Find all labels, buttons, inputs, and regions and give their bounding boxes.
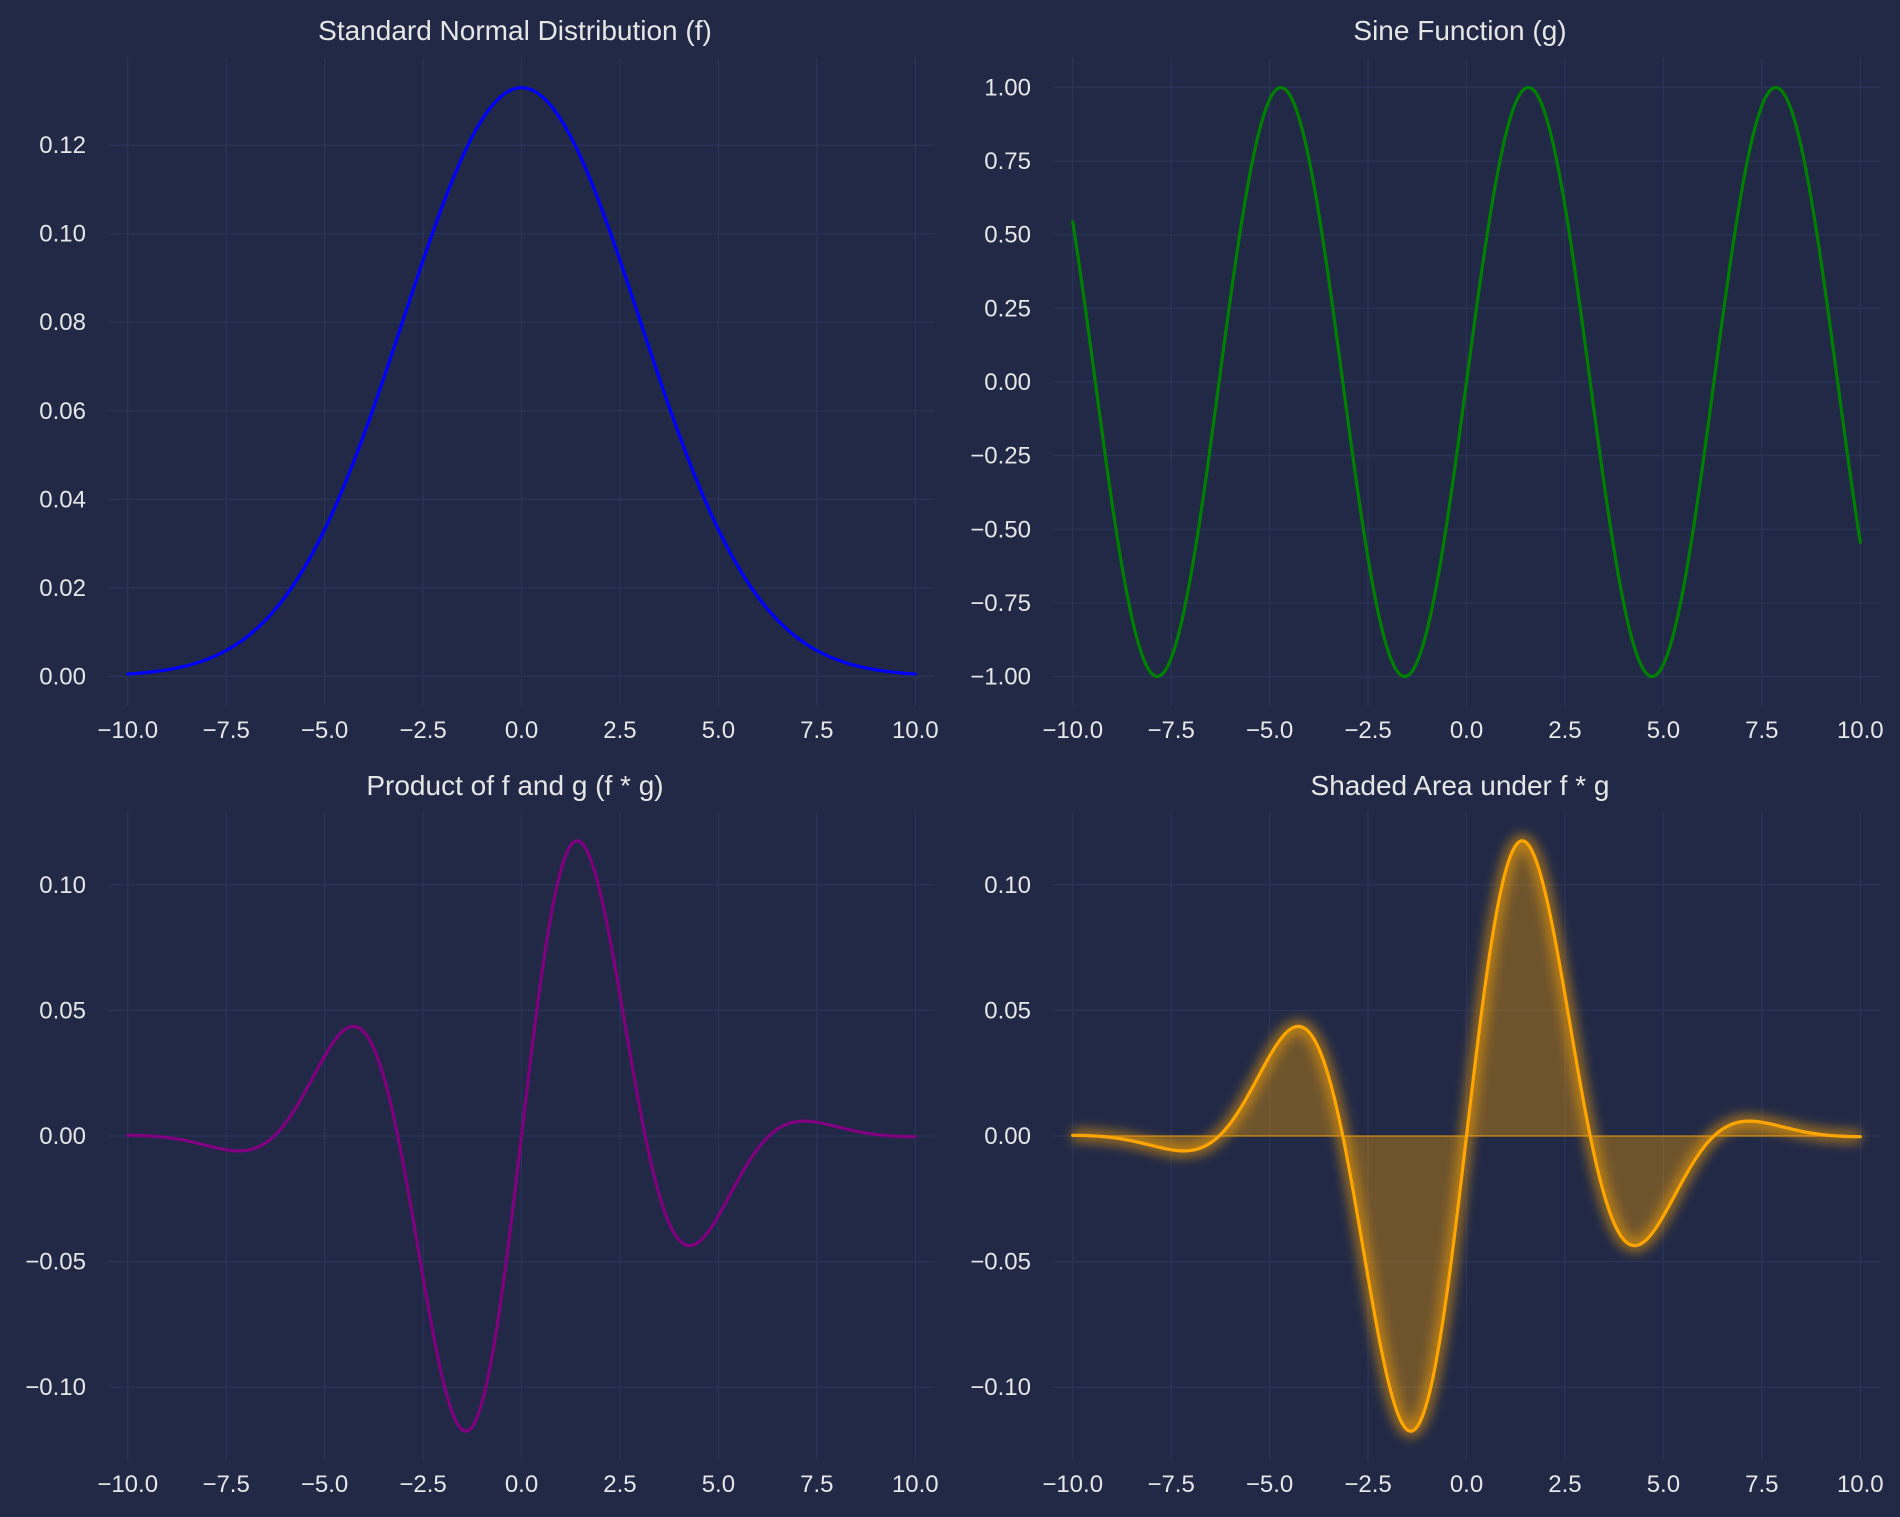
x-tick-label: 5.0 xyxy=(1647,717,1680,744)
chart-title: Standard Normal Distribution (f) xyxy=(318,15,712,46)
x-tick-label: −5.0 xyxy=(1246,1471,1293,1498)
y-tick-label: 0.08 xyxy=(39,309,86,336)
x-tick-label: −2.5 xyxy=(399,1471,446,1498)
y-tick-label: 0.75 xyxy=(984,148,1031,175)
x-tick-label: 2.5 xyxy=(1548,717,1581,744)
x-tick-label: 7.5 xyxy=(800,717,833,744)
x-tick-label: 0.0 xyxy=(1450,717,1483,744)
x-tick-label: −5.0 xyxy=(301,717,348,744)
x-tick-label: 5.0 xyxy=(702,1471,735,1498)
x-tick-label: 2.5 xyxy=(603,1471,636,1498)
y-tick-label: 0.00 xyxy=(984,1123,1031,1150)
y-tick-label: 0.25 xyxy=(984,295,1031,322)
chart-shaded: Shaded Area under f * g −10.0 −7.5 −5.0 −2.… xyxy=(970,770,1883,1498)
x-tick-label: 0.0 xyxy=(505,1471,538,1498)
series-line xyxy=(1071,85,1862,679)
y-tick-label: −0.25 xyxy=(970,443,1031,470)
x-tick-label: 10.0 xyxy=(892,717,939,744)
y-tick-label: 0.00 xyxy=(39,663,86,690)
x-tick-label: −10.0 xyxy=(1042,717,1103,744)
x-tick-label: −10.0 xyxy=(97,1471,158,1498)
x-tick-label: −5.0 xyxy=(301,1471,348,1498)
y-tick-label: 0.10 xyxy=(39,221,86,248)
y-tick-label: 1.00 xyxy=(984,74,1031,101)
x-tick-label: −7.5 xyxy=(1147,717,1194,744)
y-tick-label: 0.00 xyxy=(984,369,1031,396)
x-tick-label: 5.0 xyxy=(1647,1471,1680,1498)
x-tick-label: −7.5 xyxy=(202,717,249,744)
series-line xyxy=(126,86,917,676)
x-tick-label: −2.5 xyxy=(1344,717,1391,744)
y-tick-label: 0.06 xyxy=(39,398,86,425)
y-tick-label: 0.04 xyxy=(39,486,86,513)
x-tick-label: 2.5 xyxy=(1548,1471,1581,1498)
x-tick-label: 10.0 xyxy=(1837,1471,1884,1498)
y-tick-label: −0.50 xyxy=(970,516,1031,543)
x-tick-label: −7.5 xyxy=(202,1471,249,1498)
x-tick-label: 7.5 xyxy=(800,1471,833,1498)
chart-title: Product of f and g (f * g) xyxy=(366,770,663,801)
x-tick-label: −2.5 xyxy=(1344,1471,1391,1498)
chart-title: Shaded Area under f * g xyxy=(1311,770,1610,801)
y-tick-label: −0.75 xyxy=(970,590,1031,617)
x-tick-label: 2.5 xyxy=(603,717,636,744)
x-tick-label: 0.0 xyxy=(505,717,538,744)
y-tick-label: −0.10 xyxy=(25,1374,86,1401)
x-tick-label: −7.5 xyxy=(1147,1471,1194,1498)
x-tick-label: −2.5 xyxy=(399,717,446,744)
y-tick-label: 0.10 xyxy=(984,872,1031,899)
y-tick-label: 0.10 xyxy=(39,872,86,899)
y-tick-label: 0.05 xyxy=(39,997,86,1024)
y-tick-label: 0.00 xyxy=(39,1123,86,1150)
y-tick-label: −0.05 xyxy=(25,1249,86,1276)
y-tick-label: 0.05 xyxy=(984,997,1031,1024)
x-tick-label: 7.5 xyxy=(1745,717,1778,744)
y-tick-label: −0.10 xyxy=(970,1374,1031,1401)
x-tick-label: −10.0 xyxy=(97,717,158,744)
chart-title: Sine Function (g) xyxy=(1353,15,1566,46)
x-tick-label: 5.0 xyxy=(702,717,735,744)
chart-sine: Sine Function (g) −10.0 −7.5 −5.0 −2.5 0.0 2.… xyxy=(970,15,1883,744)
y-tick-label: 0.02 xyxy=(39,575,86,602)
x-tick-label: −10.0 xyxy=(1042,1471,1103,1498)
chart-normal: Standard Normal Distribution (f) −10.0 −7… xyxy=(39,15,938,744)
series-line xyxy=(1071,839,1862,1433)
x-tick-label: 10.0 xyxy=(892,1471,939,1498)
series-line xyxy=(126,839,917,1433)
y-tick-label: 0.50 xyxy=(984,222,1031,249)
y-tick-label: 0.12 xyxy=(39,132,86,159)
x-tick-label: −5.0 xyxy=(1246,717,1293,744)
y-tick-label: −0.05 xyxy=(970,1249,1031,1276)
x-tick-label: 10.0 xyxy=(1837,717,1884,744)
x-tick-label: 0.0 xyxy=(1450,1471,1483,1498)
chart-product: Product of f and g (f * g) −10.0 −7.5 −5.0… xyxy=(25,770,938,1498)
x-tick-label: 7.5 xyxy=(1745,1471,1778,1498)
y-tick-label: −1.00 xyxy=(970,664,1031,691)
